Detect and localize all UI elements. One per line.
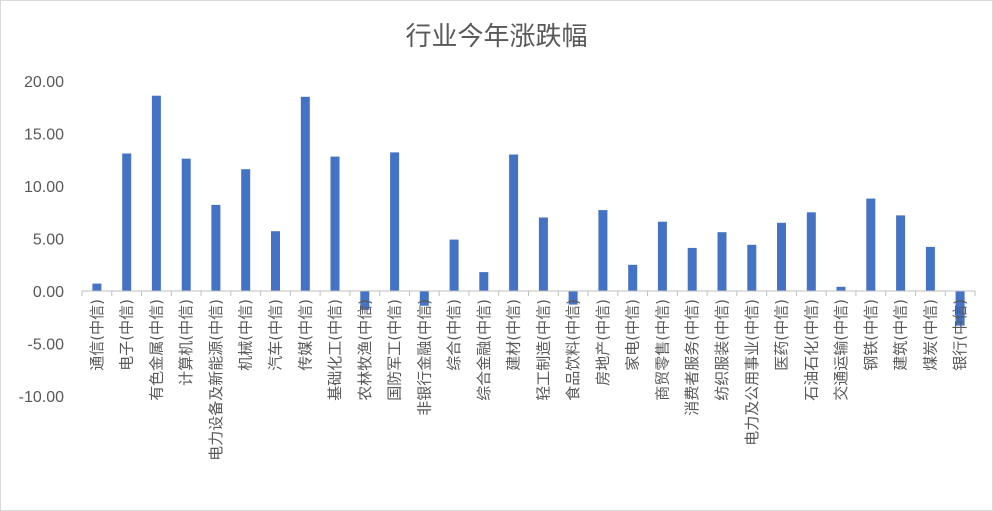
bar: [568, 291, 578, 305]
bar: [122, 153, 132, 291]
category-label: 汽车(中信): [267, 299, 285, 371]
bar: [717, 232, 727, 291]
category-label: 家电(中信): [624, 299, 642, 371]
bar: [896, 215, 906, 291]
bar: [479, 272, 489, 291]
x-axis: [81, 290, 976, 296]
category-label: 有色金属(中信): [147, 299, 165, 401]
category-label: 建材(中信): [505, 299, 523, 371]
bar: [449, 239, 459, 291]
bar: [390, 152, 400, 291]
category-label: 食品饮料(中信): [564, 299, 582, 401]
category-label: 电力设备及新能源(中信): [207, 299, 225, 461]
category-label: 通信(中信): [88, 299, 106, 371]
bars: [92, 95, 965, 326]
category-label: 非银行金融(中信): [415, 299, 433, 416]
category-label: 医药(中信): [773, 299, 791, 371]
category-label: 电子(中信): [118, 299, 136, 371]
y-tick-label: 15.00: [24, 127, 64, 144]
chart-title: 行业今年涨跌幅: [405, 22, 588, 52]
bar: [777, 222, 786, 292]
bar: [360, 291, 370, 310]
category-label: 银行(中信): [951, 299, 969, 371]
category-label: 轻工制造(中信): [534, 299, 552, 401]
category-label: 钢铁(中信): [862, 299, 880, 371]
bar: [241, 169, 251, 291]
y-tick-label: -5.00: [28, 337, 65, 354]
y-tick-label: 5.00: [33, 232, 64, 249]
bar: [92, 283, 102, 291]
y-tick-label: 20.00: [24, 74, 64, 91]
category-labels: 通信(中信) 电子(中信) 有色金属(中信) 计算机(中信) 电力设备及新能源(中信) 机…: [88, 299, 969, 461]
category-label: 建筑(中信): [892, 299, 910, 371]
category-label: 农林牧渔(中信): [356, 299, 374, 401]
bar: [211, 204, 221, 291]
category-label: 计算机(中信): [177, 299, 195, 386]
bar: [747, 244, 757, 291]
category-label: 传媒(中信): [296, 299, 314, 371]
category-label: 基础化工(中信): [326, 299, 344, 401]
y-tick-label: -10.00: [19, 389, 64, 406]
y-tick-label: 10.00: [24, 179, 64, 196]
y-tick-label: 0.00: [33, 284, 64, 301]
bar: [181, 158, 191, 291]
category-label: 机械(中信): [237, 299, 255, 371]
category-label: 消费者服务(中信): [683, 299, 701, 416]
bar: [598, 210, 608, 291]
category-label: 石油石化(中信): [802, 299, 820, 401]
bar: [151, 95, 161, 291]
bar: [509, 154, 519, 291]
category-label: 纺织服装(中信): [713, 299, 731, 401]
bar: [657, 221, 667, 291]
y-axis: 20.00 15.00 10.00 5.00 0.00 -5.00 -10.00: [19, 74, 64, 406]
bar: [836, 286, 846, 291]
category-label: 交通运输(中信): [832, 299, 850, 401]
bar: [538, 217, 548, 291]
bar: [925, 246, 935, 291]
category-label: 国防军工(中信): [386, 299, 404, 401]
bar: [628, 264, 638, 292]
bar: [806, 212, 816, 292]
bar: [419, 291, 429, 306]
bar: [271, 231, 280, 291]
category-label: 煤炭(中信): [921, 299, 939, 371]
bar: [330, 156, 340, 291]
category-label: 综合(中信): [445, 299, 463, 371]
category-label: 电力及公用事业(中信): [743, 299, 761, 446]
category-label: 房地产(中信): [594, 299, 612, 386]
bar: [866, 198, 876, 291]
bar: [300, 96, 310, 292]
category-label: 商贸零售(中信): [653, 299, 671, 401]
category-label: 综合金融(中信): [475, 299, 493, 401]
bar: [687, 247, 697, 291]
bar: [955, 291, 965, 326]
